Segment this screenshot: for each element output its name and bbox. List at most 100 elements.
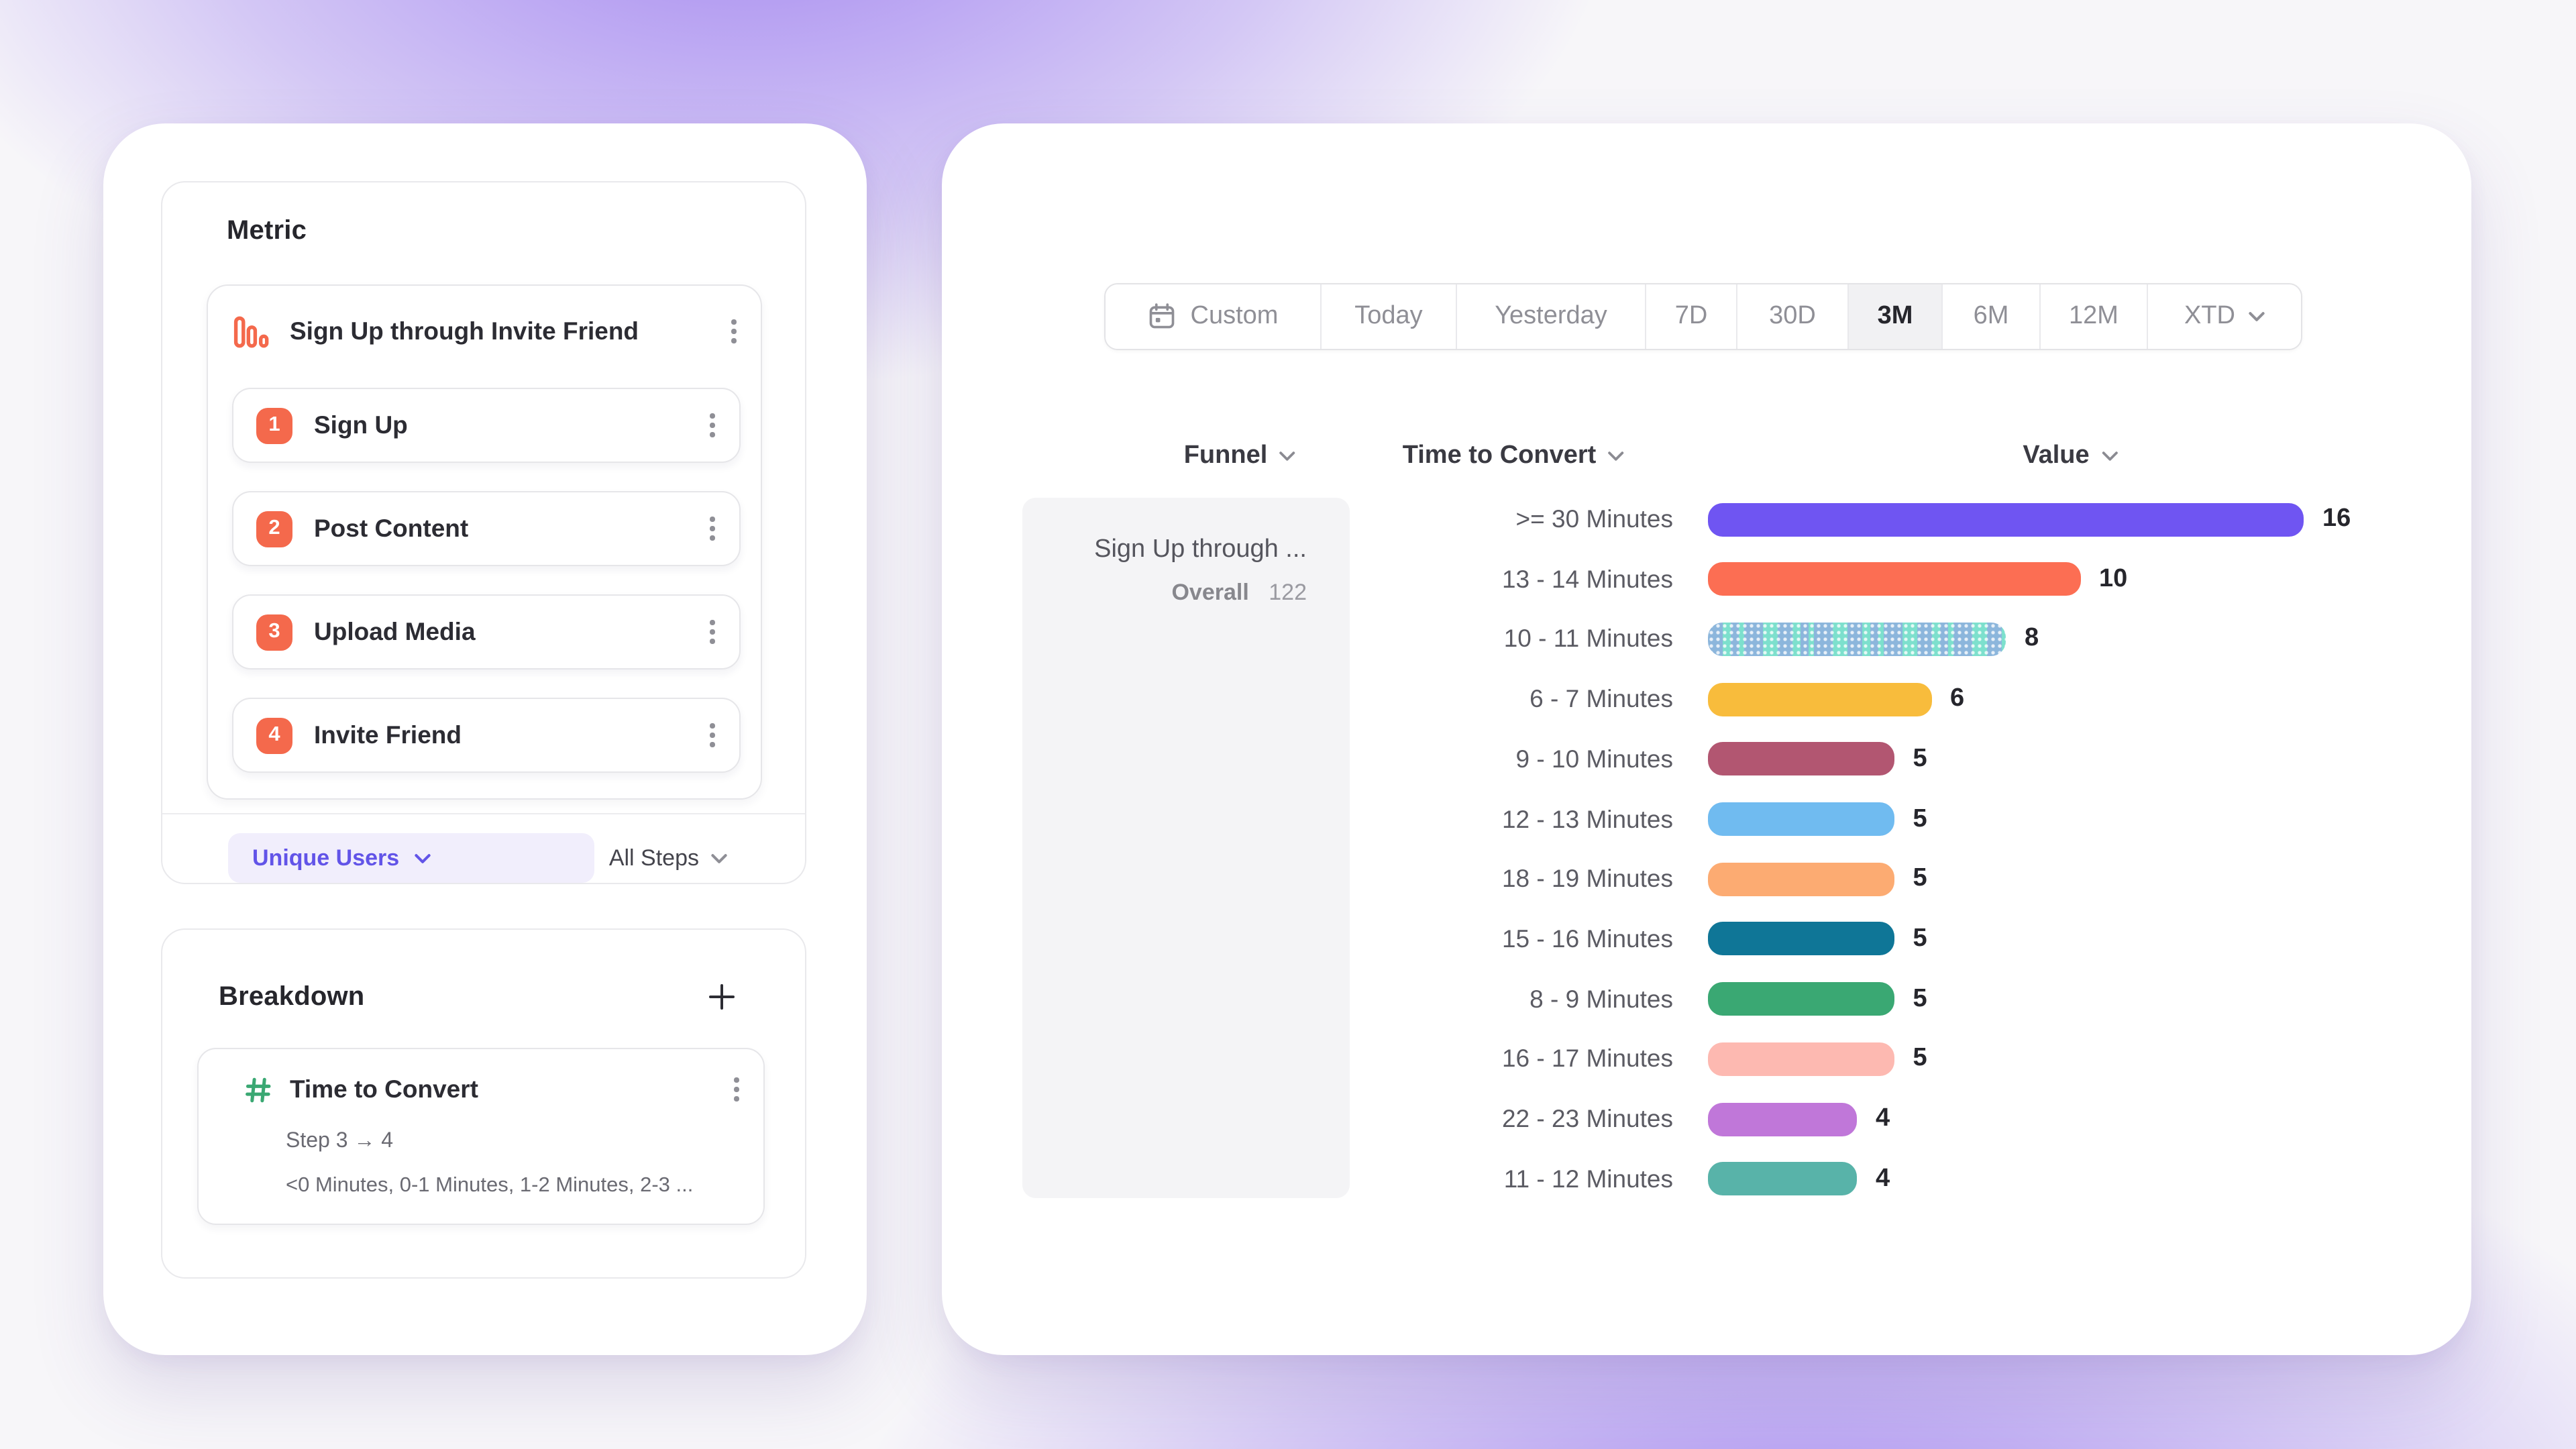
column-header-label: Value (2023, 441, 2090, 470)
breakdown-bar-row: 11 - 12 Minutes 4 (1291, 1152, 1890, 1205)
kebab-menu-icon[interactable] (729, 1072, 745, 1107)
breakdown-bar-row: >= 30 Minutes 16 (1291, 492, 2351, 546)
bar[interactable] (1708, 862, 1894, 896)
funnel-cell[interactable]: Sign Up through ... Overall 122 (1022, 498, 1350, 1198)
bar[interactable] (1708, 1162, 1857, 1196)
column-header-label: Funnel (1183, 441, 1268, 470)
tab-custom[interactable]: Custom (1106, 284, 1322, 349)
tab-30d[interactable]: 30D (1737, 284, 1849, 349)
bar[interactable] (1708, 622, 2006, 656)
add-breakdown-button[interactable] (703, 978, 741, 1016)
kebab-menu-icon[interactable] (705, 614, 720, 649)
bar-category-label: 18 - 19 Minutes (1501, 864, 1673, 893)
bar-category-label: >= 30 Minutes (1515, 504, 1674, 533)
funnel-step-sign-up[interactable]: 1 Sign Up (232, 388, 741, 463)
tab-label: Today (1354, 302, 1423, 330)
bar-category-label: 12 - 13 Minutes (1501, 804, 1673, 833)
results-panel: Custom Today Yesterday 7D 30D 3M 6M 12M XTD Funn… (942, 123, 2471, 1355)
breakdown-heading: Breakdown (219, 981, 365, 1011)
measurement-dropdown[interactable]: Unique Users (228, 833, 594, 883)
bar-value-label: 5 (1913, 864, 1927, 893)
bar[interactable] (1708, 982, 1894, 1016)
chevron-down-icon (2102, 451, 2118, 462)
tab-3m[interactable]: 3M (1849, 284, 1943, 349)
chevron-down-icon (414, 853, 430, 863)
bar-value-label: 5 (1913, 984, 1927, 1013)
tab-label: 3M (1877, 302, 1913, 330)
chevron-down-icon (1279, 451, 1295, 462)
bar-category-label: 10 - 11 Minutes (1503, 624, 1673, 653)
bar-category-label: 9 - 10 Minutes (1515, 744, 1673, 773)
funnel-step-invite-friend[interactable]: 4 Invite Friend (232, 698, 741, 773)
bar-category-label: 6 - 7 Minutes (1529, 684, 1673, 713)
breakdown-bar-row: 8 - 9 Minutes 5 (1291, 972, 1927, 1026)
bar[interactable] (1708, 502, 2304, 536)
bar[interactable] (1708, 682, 1931, 716)
kebab-menu-icon[interactable] (705, 718, 720, 753)
plus-icon (706, 981, 738, 1013)
measurement-label: Unique Users (252, 845, 400, 870)
breakdown-bar-row: 16 - 17 Minutes 5 (1291, 1032, 1927, 1086)
funnel-steps-list: 1 Sign Up 2 Post Content 3 Upload Media 4 Invit… (232, 388, 741, 773)
bar[interactable] (1708, 562, 2080, 596)
bar-value-label: 16 (2322, 504, 2351, 533)
breakdown-bar-row: 15 - 16 Minutes 5 (1291, 912, 1927, 966)
bar-category-label: 8 - 9 Minutes (1529, 984, 1673, 1013)
date-range-tabbar: Custom Today Yesterday 7D 30D 3M 6M 12M XTD (1104, 283, 2302, 350)
calendar-icon (1148, 302, 1177, 331)
breakdown-item-card[interactable]: Time to Convert Step 3 → 4 <0 Minutes, 0… (197, 1048, 765, 1225)
kebab-menu-icon[interactable] (727, 314, 742, 349)
bar-value-label: 5 (1913, 744, 1927, 773)
column-header-time-to-convert[interactable]: Time to Convert (1403, 435, 1625, 478)
column-header-value[interactable]: Value (2023, 435, 2118, 478)
bar-category-label: 16 - 17 Minutes (1501, 1044, 1673, 1073)
kebab-menu-icon[interactable] (705, 408, 720, 443)
funnel-step-upload-media[interactable]: 3 Upload Media (232, 594, 741, 669)
metric-heading: Metric (227, 216, 307, 246)
bar[interactable] (1708, 922, 1894, 956)
tab-label: XTD (2184, 302, 2235, 330)
funnel-metric-card[interactable]: Sign Up through Invite Friend 1 Sign Up 2 P… (207, 284, 762, 800)
bar-value-label: 8 (2025, 624, 2039, 653)
step-number-badge: 1 (256, 407, 292, 443)
breakdown-buckets-preview: <0 Minutes, 0-1 Minutes, 1-2 Minutes, 2-… (286, 1174, 694, 1197)
breakdown-bar-row: 22 - 23 Minutes 4 (1291, 1092, 1890, 1146)
tab-today[interactable]: Today (1322, 284, 1457, 349)
kebab-menu-icon[interactable] (705, 511, 720, 546)
tab-12m[interactable]: 12M (2041, 284, 2148, 349)
column-header-funnel[interactable]: Funnel (1184, 435, 1296, 478)
step-number-badge: 2 (256, 511, 292, 547)
bar-value-label: 5 (1913, 804, 1927, 833)
breakdown-bar-row: 13 - 14 Minutes 10 (1291, 552, 2127, 606)
breakdown-bar-row: 9 - 10 Minutes 5 (1291, 733, 1927, 786)
bar-value-label: 10 (2099, 564, 2128, 593)
funnel-bars-icon (233, 315, 270, 348)
tab-7d[interactable]: 7D (1646, 284, 1737, 349)
funnel-step-post-content[interactable]: 2 Post Content (232, 491, 741, 566)
bar[interactable] (1708, 742, 1894, 776)
step-number-badge: 3 (256, 614, 292, 650)
tab-label: 30D (1769, 302, 1816, 330)
query-builder-panel: Metric Sign Up through Invite Friend 1 Si… (103, 123, 867, 1355)
tab-6m[interactable]: 6M (1943, 284, 2041, 349)
bar-category-label: 11 - 12 Minutes (1503, 1164, 1673, 1193)
overall-value: 122 (1269, 580, 1307, 605)
tab-yesterday[interactable]: Yesterday (1457, 284, 1646, 349)
breakdown-bar-row: 12 - 13 Minutes 5 (1291, 792, 1927, 846)
bar[interactable] (1708, 1042, 1894, 1076)
tab-xtd[interactable]: XTD (2148, 284, 2301, 349)
metric-section: Metric Sign Up through Invite Friend 1 Si… (161, 181, 806, 884)
funnel-title-row: Sign Up through Invite Friend (233, 302, 742, 361)
step-number-badge: 4 (256, 717, 292, 753)
chevron-down-icon (2249, 311, 2265, 322)
bar[interactable] (1708, 1102, 1857, 1136)
bar[interactable] (1708, 802, 1894, 836)
step-label: Sign Up (314, 411, 408, 439)
bar-value-label: 5 (1913, 1044, 1927, 1073)
steps-filter-dropdown[interactable]: All Steps (609, 841, 727, 876)
step-label: Invite Friend (314, 720, 462, 749)
chevron-down-icon (711, 853, 727, 864)
overall-label: Overall (1171, 580, 1249, 605)
column-header-label: Time to Convert (1402, 441, 1597, 470)
